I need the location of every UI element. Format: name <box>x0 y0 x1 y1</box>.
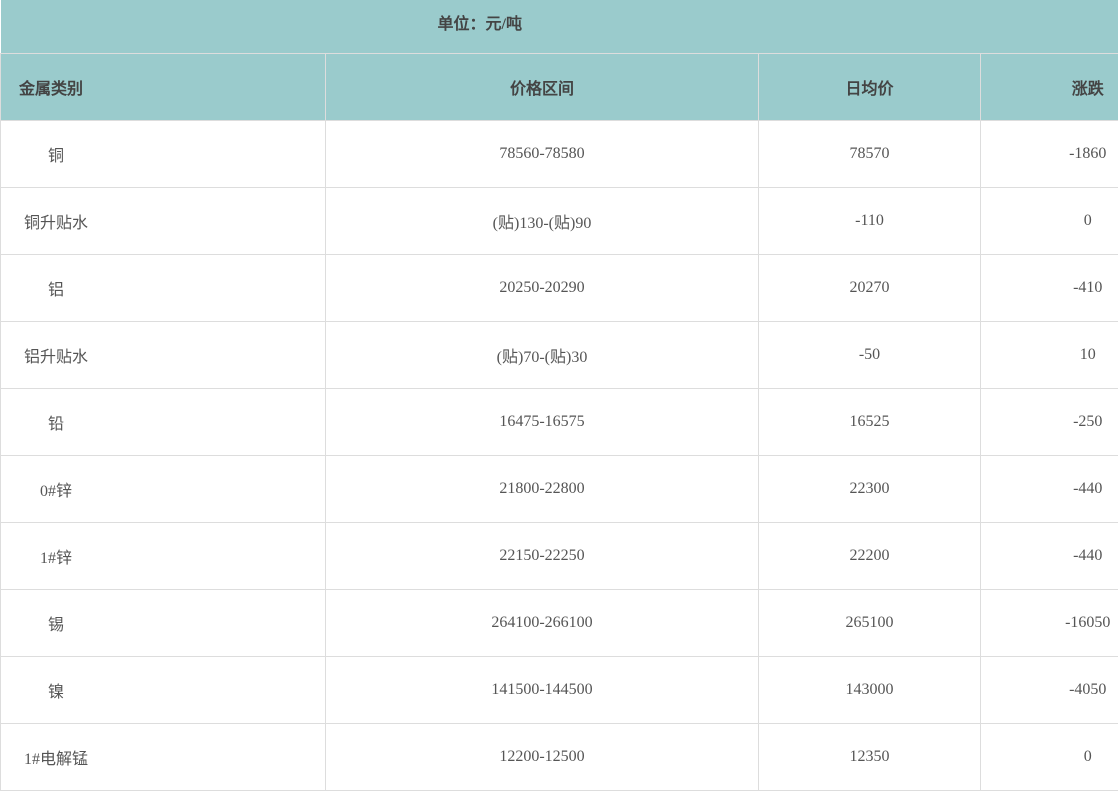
price-range-cell: (贴)70-(贴)30 <box>326 321 759 388</box>
price-range-cell: 12200-12500 <box>326 723 759 790</box>
metal-type-label: 锡 <box>19 611 93 635</box>
metal-type-label: 铜 <box>19 142 93 166</box>
metal-type-cell: 铜升贴水 <box>1 187 326 254</box>
metal-type-cell: 1#锌 <box>1 522 326 589</box>
change-cell: -1860 <box>981 120 1118 187</box>
average-price-cell: 265100 <box>759 589 981 656</box>
change-cell: -440 <box>981 455 1118 522</box>
price-range-cell: 264100-266100 <box>326 589 759 656</box>
header-row: 金属类别 价格区间 日均价 涨跌 <box>1 53 1118 120</box>
average-price-cell: 12350 <box>759 723 981 790</box>
average-price-cell: -50 <box>759 321 981 388</box>
price-range-cell: 141500-144500 <box>326 656 759 723</box>
metal-type-label: 1#电解锰 <box>19 745 93 769</box>
unit-row: 单位：元/吨 <box>1 0 1118 53</box>
change-cell: 10 <box>981 321 1118 388</box>
metal-type-cell: 铝升贴水 <box>1 321 326 388</box>
average-price-cell: 22200 <box>759 522 981 589</box>
metal-type-cell: 锡 <box>1 589 326 656</box>
metal-type-label: 铝 <box>19 276 93 300</box>
price-range-cell: (贴)130-(贴)90 <box>326 187 759 254</box>
header-average-price: 日均价 <box>759 53 981 120</box>
header-metal-type: 金属类别 <box>1 53 326 120</box>
metal-type-cell: 镍 <box>1 656 326 723</box>
average-price-cell: 16525 <box>759 388 981 455</box>
header-change: 涨跌 <box>981 53 1118 120</box>
average-price-cell: -110 <box>759 187 981 254</box>
average-price-cell: 143000 <box>759 656 981 723</box>
change-cell: -250 <box>981 388 1118 455</box>
unit-label: 单位：元/吨 <box>1 0 1118 53</box>
metal-type-cell: 铜 <box>1 120 326 187</box>
metal-type-label: 铜升贴水 <box>19 209 93 233</box>
average-price-cell: 20270 <box>759 254 981 321</box>
change-cell: -410 <box>981 254 1118 321</box>
metal-type-cell: 铝 <box>1 254 326 321</box>
metal-type-cell: 1#电解锰 <box>1 723 326 790</box>
change-cell: 0 <box>981 723 1118 790</box>
change-cell: -4050 <box>981 656 1118 723</box>
price-range-cell: 21800-22800 <box>326 455 759 522</box>
metal-type-label: 0#锌 <box>19 477 93 501</box>
change-cell: -16050 <box>981 589 1118 656</box>
metal-type-cell: 铅 <box>1 388 326 455</box>
header-price-range: 价格区间 <box>326 53 759 120</box>
metal-type-cell: 0#锌 <box>1 455 326 522</box>
metal-type-label: 铝升贴水 <box>19 343 93 367</box>
average-price-cell: 78570 <box>759 120 981 187</box>
metal-type-label: 镍 <box>19 678 93 702</box>
price-range-cell: 16475-16575 <box>326 388 759 455</box>
metal-type-label: 1#锌 <box>19 544 93 568</box>
change-cell: -440 <box>981 522 1118 589</box>
price-range-cell: 20250-20290 <box>326 254 759 321</box>
price-range-cell: 22150-22250 <box>326 522 759 589</box>
price-range-cell: 78560-78580 <box>326 120 759 187</box>
average-price-cell: 22300 <box>759 455 981 522</box>
change-cell: 0 <box>981 187 1118 254</box>
metal-type-label: 铅 <box>19 410 93 434</box>
